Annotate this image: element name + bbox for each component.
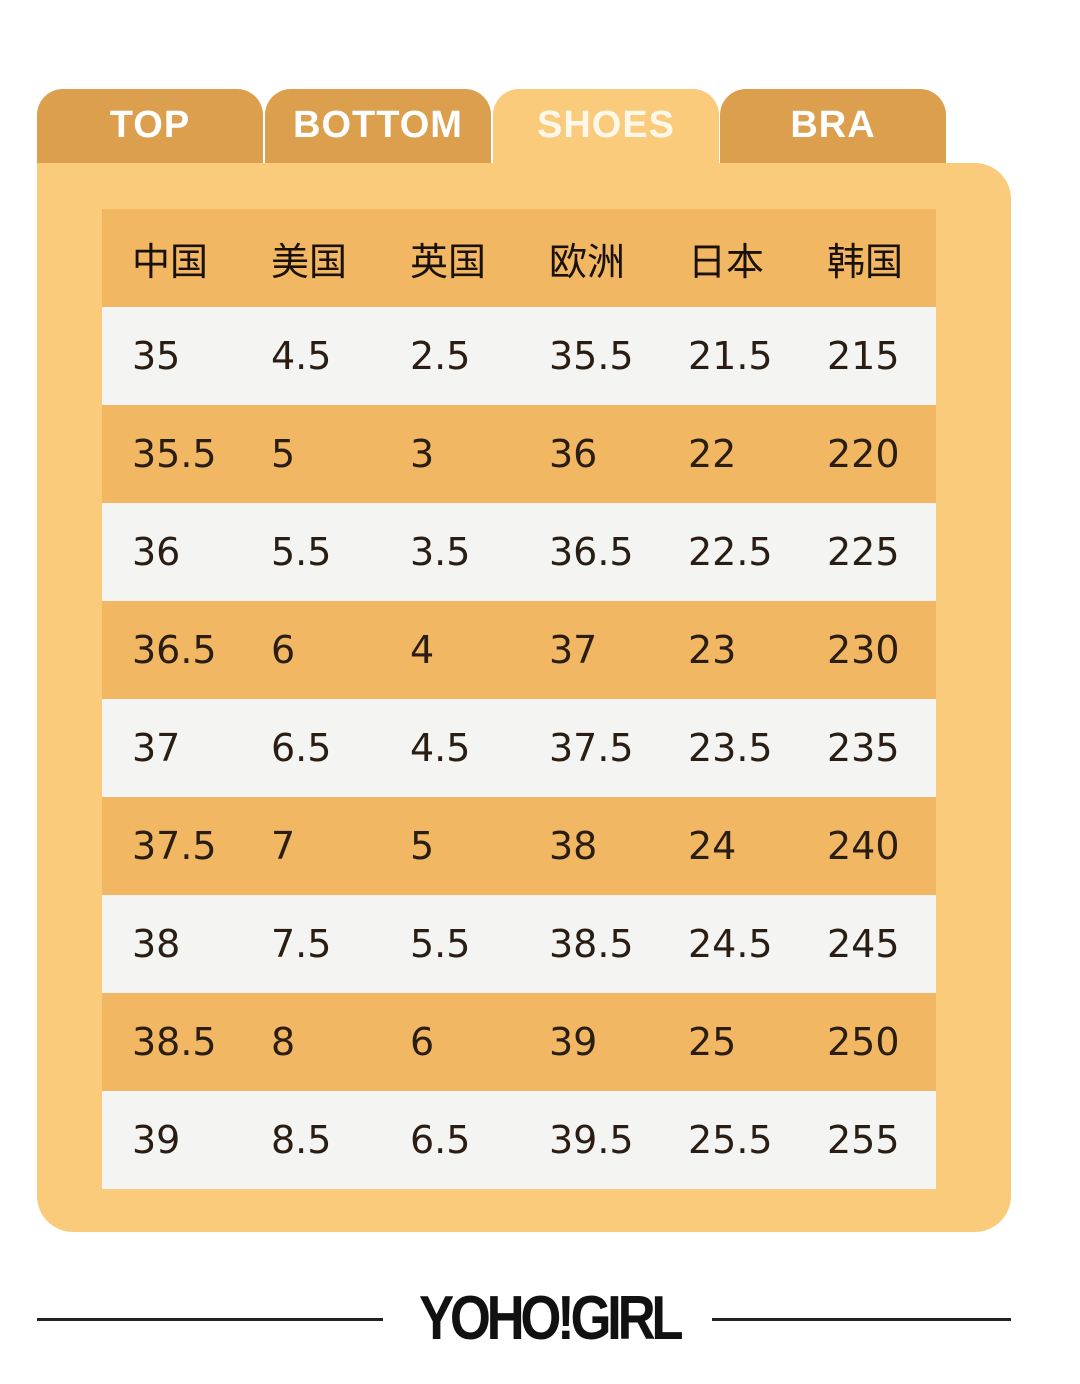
table-cell: 35.5 — [132, 432, 217, 476]
tab-shoes[interactable]: SHOES — [493, 89, 719, 165]
table-row: 35 4.5 2.5 35.5 21.5 215 — [102, 307, 936, 405]
table-cell: 39 — [549, 1020, 598, 1064]
table-row: 39 8.5 6.5 39.5 25.5 255 — [102, 1091, 936, 1189]
table-cell: 5.5 — [410, 922, 471, 966]
table-cell: 245 — [827, 922, 900, 966]
header-cell: 欧洲 — [549, 239, 626, 284]
table-cell: 21.5 — [688, 334, 773, 378]
table-cell: 37.5 — [549, 726, 634, 770]
table-cell: 6 — [271, 628, 296, 672]
table-cell: 24.5 — [688, 922, 773, 966]
table-cell: 6.5 — [410, 1118, 471, 1162]
table-cell: 22.5 — [688, 530, 773, 574]
table-header: 中国 美国 英国 欧洲 日本 韩国 — [102, 209, 936, 307]
table-cell: 4.5 — [410, 726, 471, 770]
table-cell: 23 — [688, 628, 737, 672]
table-cell: 250 — [827, 1020, 900, 1064]
header-cell: 日本 — [688, 239, 765, 284]
table-cell: 6 — [410, 1020, 435, 1064]
table-row: 37 6.5 4.5 37.5 23.5 235 — [102, 699, 936, 797]
header-cell: 韩国 — [827, 239, 904, 284]
table-cell: 3 — [410, 432, 435, 476]
table-cell: 25 — [688, 1020, 737, 1064]
table-cell: 35.5 — [549, 334, 634, 378]
table-cell: 220 — [827, 432, 900, 476]
table-cell: 225 — [827, 530, 900, 574]
tab-bottom[interactable]: BOTTOM — [265, 89, 491, 165]
table-row: 36 5.5 3.5 36.5 22.5 225 — [102, 503, 936, 601]
table-cell: 22 — [688, 432, 737, 476]
table-cell: 36.5 — [132, 628, 217, 672]
tab-bra[interactable]: BRA — [720, 89, 946, 165]
table-cell: 4 — [410, 628, 435, 672]
header-cell: 中国 — [132, 239, 209, 284]
table-cell: 8 — [271, 1020, 296, 1064]
tab-top[interactable]: TOP — [37, 89, 263, 165]
table-cell: 240 — [827, 824, 900, 868]
table-cell: 25.5 — [688, 1118, 773, 1162]
table-cell: 230 — [827, 628, 900, 672]
table-cell: 37 — [132, 726, 181, 770]
table-cell: 8.5 — [271, 1118, 332, 1162]
yoho-girl-logo: YOHO!GIRL — [418, 1284, 684, 1353]
table-cell: 6.5 — [271, 726, 332, 770]
table-row: 38 7.5 5.5 38.5 24.5 245 — [102, 895, 936, 993]
divider-left — [37, 1318, 383, 1321]
table-cell: 235 — [827, 726, 900, 770]
header-cell: 英国 — [410, 239, 487, 284]
table-cell: 38.5 — [132, 1020, 217, 1064]
table-row: 38.5 8 6 39 25 250 — [102, 993, 936, 1091]
table-cell: 5 — [271, 432, 296, 476]
table-cell: 35 — [132, 334, 181, 378]
table-row: 36.5 6 4 37 23 230 — [102, 601, 936, 699]
table-cell: 39.5 — [549, 1118, 634, 1162]
table-row: 35.5 5 3 36 22 220 — [102, 405, 936, 503]
table-cell: 2.5 — [410, 334, 471, 378]
table-cell: 36 — [549, 432, 598, 476]
table-cell: 215 — [827, 334, 900, 378]
table-cell: 7 — [271, 824, 296, 868]
table-cell: 5.5 — [271, 530, 332, 574]
table-cell: 24 — [688, 824, 737, 868]
divider-right — [712, 1318, 1011, 1321]
table-cell: 23.5 — [688, 726, 773, 770]
table-cell: 37 — [549, 628, 598, 672]
table-cell: 4.5 — [271, 334, 332, 378]
table-cell: 3.5 — [410, 530, 471, 574]
table-cell: 7.5 — [271, 922, 332, 966]
table-cell: 39 — [132, 1118, 181, 1162]
table-cell: 255 — [827, 1118, 900, 1162]
table-cell: 38 — [132, 922, 181, 966]
table-cell: 37.5 — [132, 824, 217, 868]
table-cell: 38 — [549, 824, 598, 868]
table-cell: 5 — [410, 824, 435, 868]
header-cell: 美国 — [271, 239, 348, 284]
size-table: 中国 美国 英国 欧洲 日本 韩国 35 4.5 2.5 35.5 21.5 215 35.… — [102, 209, 936, 1189]
table-row: 37.5 7 5 38 24 240 — [102, 797, 936, 895]
table-cell: 38.5 — [549, 922, 634, 966]
table-cell: 36 — [132, 530, 181, 574]
table-cell: 36.5 — [549, 530, 634, 574]
